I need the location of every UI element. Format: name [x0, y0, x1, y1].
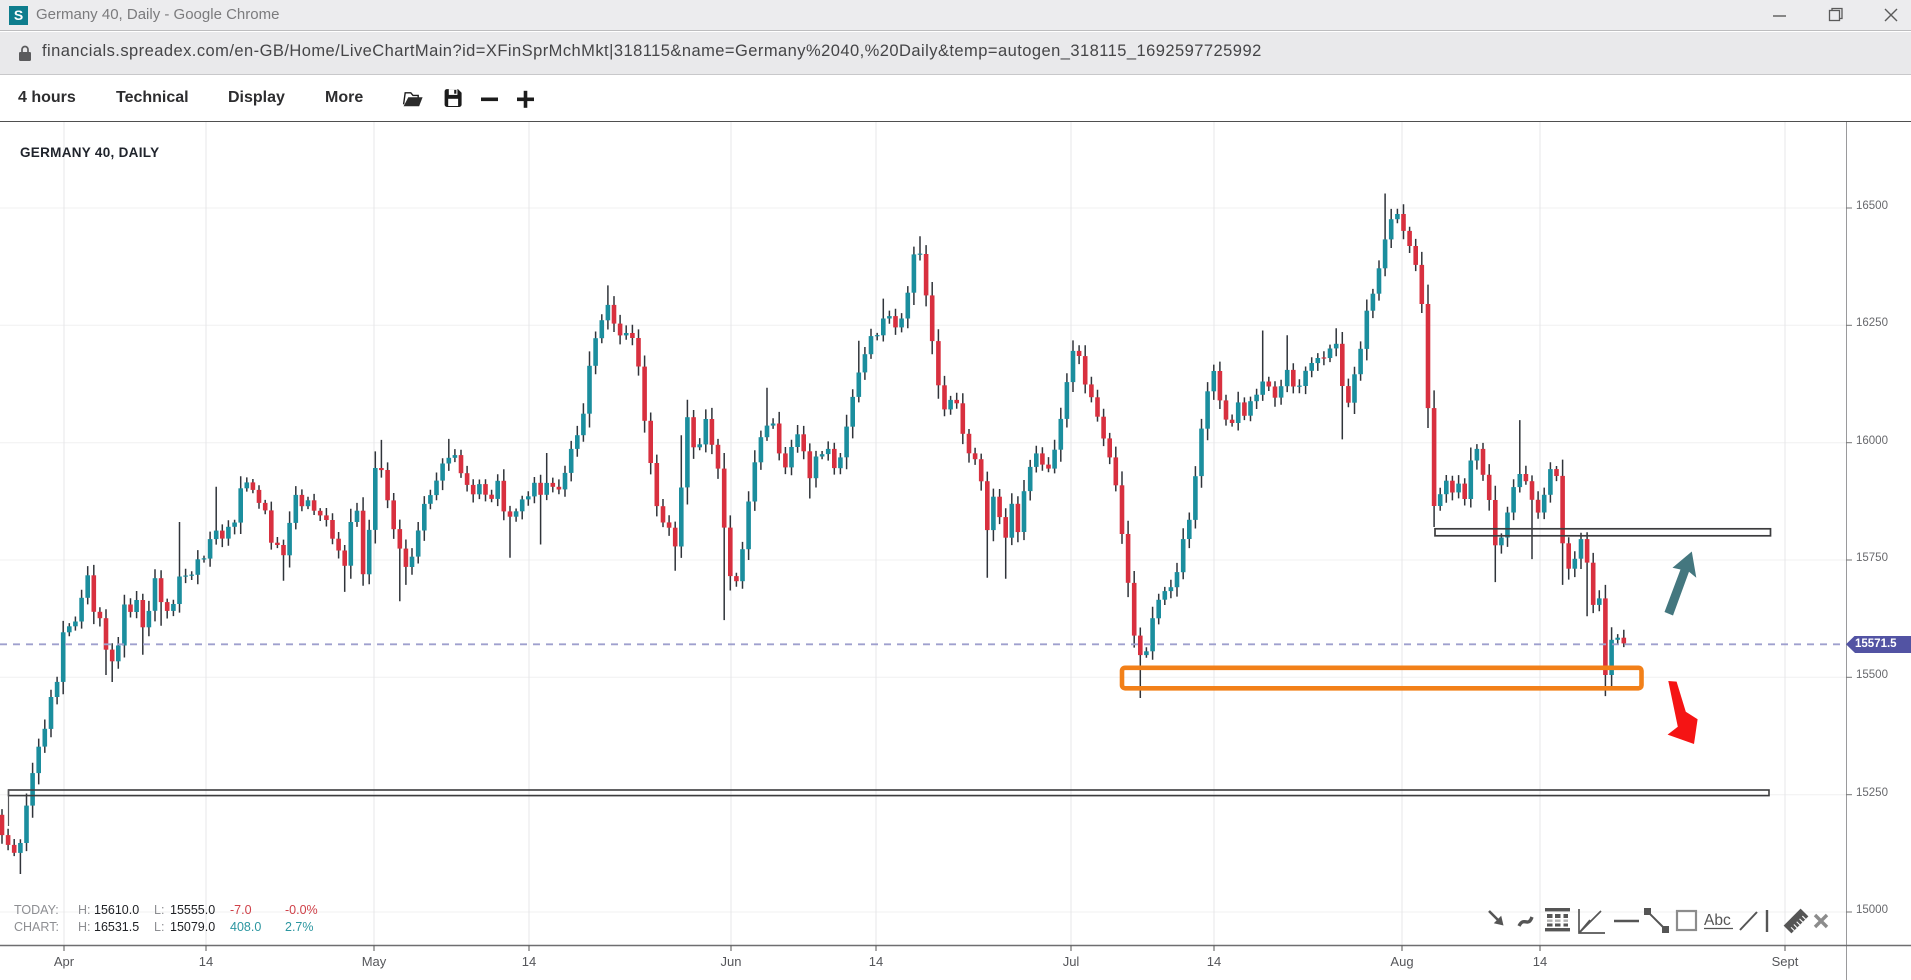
svg-text:Abc: Abc	[1704, 912, 1731, 929]
